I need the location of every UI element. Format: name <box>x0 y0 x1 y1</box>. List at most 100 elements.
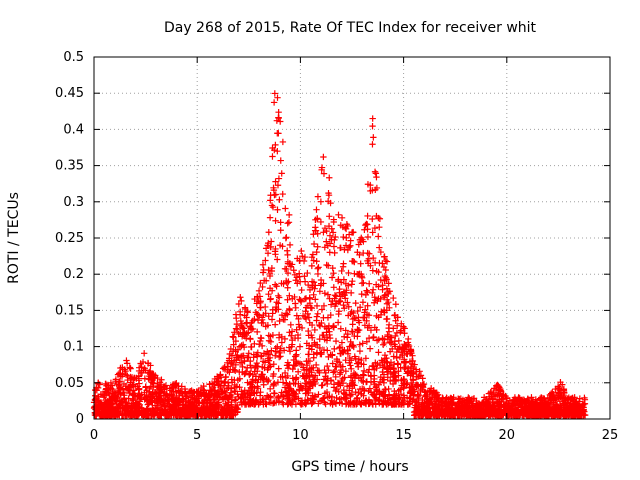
data-point <box>330 284 337 291</box>
data-point <box>372 186 379 193</box>
data-point <box>403 394 411 401</box>
data-point <box>266 385 274 393</box>
data-point <box>376 259 383 267</box>
data-point <box>236 375 243 382</box>
data-point <box>168 391 175 399</box>
data-point <box>259 261 267 268</box>
data-point <box>337 298 344 305</box>
data-point <box>156 406 164 414</box>
data-point <box>365 366 373 373</box>
data-point <box>200 390 207 397</box>
data-point <box>481 410 489 417</box>
data-point <box>342 225 350 233</box>
data-point <box>165 398 172 405</box>
data-point <box>268 347 275 354</box>
data-point <box>306 373 313 380</box>
data-point <box>334 319 342 326</box>
data-point <box>187 388 194 395</box>
data-point <box>404 370 411 377</box>
data-point <box>239 363 246 371</box>
data-point <box>360 371 367 378</box>
data-point <box>352 388 359 396</box>
data-point <box>576 395 584 402</box>
data-point <box>222 408 229 416</box>
data-point <box>432 390 439 397</box>
data-point <box>238 297 245 305</box>
data-point <box>335 310 342 318</box>
data-point <box>238 388 245 395</box>
data-point <box>319 395 327 402</box>
data-point <box>391 395 398 402</box>
data-point <box>238 400 246 408</box>
data-point <box>298 399 305 407</box>
data-point <box>405 335 412 343</box>
data-point <box>156 397 164 404</box>
data-point <box>486 393 493 401</box>
data-point <box>337 222 344 229</box>
data-point <box>140 350 148 357</box>
y-tick-label: 0.2 <box>63 267 84 282</box>
data-point <box>393 401 400 408</box>
data-point <box>407 366 415 374</box>
data-point <box>267 197 274 204</box>
data-point <box>383 315 391 323</box>
data-point <box>95 409 102 417</box>
data-point <box>252 364 259 371</box>
data-point <box>314 341 321 348</box>
data-point <box>371 390 378 398</box>
data-point <box>342 367 350 375</box>
data-point <box>328 397 335 404</box>
data-point <box>285 391 293 399</box>
data-point <box>378 308 385 315</box>
data-point <box>358 290 365 298</box>
data-point <box>370 134 377 141</box>
data-point <box>301 273 308 280</box>
data-point <box>311 326 318 334</box>
data-point <box>364 249 371 257</box>
data-point <box>274 256 281 263</box>
data-point <box>268 267 276 275</box>
data-point <box>107 397 115 404</box>
data-point <box>347 362 354 369</box>
data-point <box>387 396 395 403</box>
data-point <box>324 242 332 249</box>
data-point <box>316 344 324 352</box>
data-point <box>262 310 269 317</box>
data-point <box>129 391 136 398</box>
data-point <box>281 316 289 323</box>
data-point <box>213 412 220 419</box>
data-point <box>232 337 240 345</box>
data-point <box>112 406 119 414</box>
data-point <box>349 321 356 328</box>
data-point <box>391 312 398 319</box>
data-point <box>122 398 129 406</box>
data-point <box>521 399 528 406</box>
data-point <box>316 322 324 330</box>
plot-frame <box>93 56 611 420</box>
data-point <box>373 326 380 334</box>
data-point <box>414 373 422 380</box>
data-point <box>325 353 332 361</box>
data-point <box>331 367 338 375</box>
data-point <box>127 407 134 414</box>
data-point <box>380 253 388 261</box>
data-point <box>281 369 289 377</box>
data-point <box>167 412 175 419</box>
data-point <box>372 296 379 304</box>
data-point <box>317 350 324 358</box>
data-point <box>360 279 367 287</box>
data-point <box>348 365 355 373</box>
data-point <box>292 277 299 284</box>
data-point <box>407 347 415 355</box>
data-point <box>326 295 333 302</box>
data-point <box>325 191 333 199</box>
data-point <box>233 383 240 390</box>
data-point <box>376 244 383 251</box>
data-point <box>229 333 236 340</box>
data-point <box>330 243 338 250</box>
data-point <box>342 327 349 334</box>
data-point <box>245 354 252 361</box>
data-point <box>392 317 399 324</box>
data-point <box>272 217 279 224</box>
data-point <box>369 141 376 148</box>
